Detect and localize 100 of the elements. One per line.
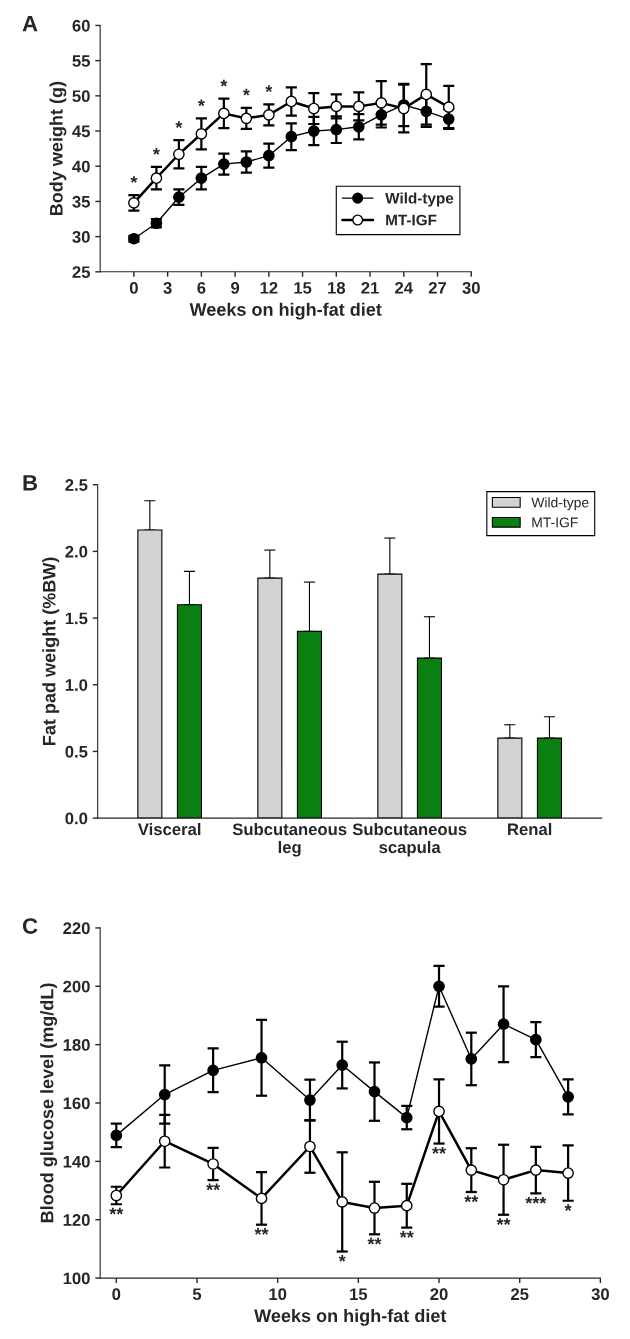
- x-tick-label: 20: [430, 1288, 448, 1301]
- y-tick-label: 50: [72, 90, 90, 103]
- point: [368, 1085, 381, 1098]
- point: [465, 1164, 478, 1176]
- point: [240, 112, 253, 125]
- text: A: [22, 15, 38, 32]
- x-tick-label: 9: [231, 281, 240, 294]
- x-tick-label: 12: [260, 281, 278, 294]
- point: [218, 107, 230, 120]
- point: [285, 95, 298, 108]
- y-tick-label: 0.0: [65, 812, 88, 825]
- point: [255, 1192, 268, 1205]
- point: [255, 1051, 268, 1064]
- annotation: **: [496, 1218, 511, 1225]
- point: [400, 1111, 413, 1124]
- x-tick-label: 21: [361, 281, 379, 294]
- y-tick-label: 180: [63, 1039, 90, 1051]
- y-tick-label: 35: [72, 195, 90, 208]
- point: [307, 125, 320, 137]
- point: [110, 1129, 123, 1142]
- x-tick-label: 0: [129, 281, 138, 294]
- x-tick-label: 6: [197, 281, 206, 294]
- y-axis-title: Body weight (g): [49, 81, 67, 216]
- y-tick-label: 45: [72, 125, 90, 138]
- point: [375, 97, 388, 109]
- point: [110, 1189, 123, 1202]
- point: [262, 149, 275, 162]
- legend-label: Wild-type: [531, 497, 589, 511]
- point: [307, 102, 320, 115]
- point: [240, 156, 253, 168]
- annotation: *: [338, 1254, 346, 1262]
- x-tick-label: 30: [591, 1288, 609, 1301]
- annotation: **: [432, 1147, 447, 1154]
- y-tick-label: 1.0: [65, 679, 88, 691]
- point: [195, 172, 208, 185]
- point: [530, 1033, 542, 1046]
- x-tick-label: Renal: [508, 822, 552, 836]
- annotation: *: [130, 176, 138, 183]
- point: [330, 123, 343, 136]
- y-tick-label: 0.5: [65, 745, 88, 758]
- y-tick-label: 55: [72, 55, 90, 67]
- legend-label: Wild-type: [385, 192, 454, 207]
- point: [530, 1164, 542, 1176]
- point: [195, 128, 208, 140]
- point: [562, 1091, 574, 1103]
- point: [397, 102, 410, 115]
- legend-label: MT-IGF: [386, 214, 437, 226]
- annotation: **: [206, 1183, 221, 1191]
- point: [218, 158, 230, 170]
- point: [497, 1173, 510, 1186]
- point: [420, 88, 433, 101]
- x-tick-label: 25: [511, 1288, 529, 1301]
- point: [368, 1202, 381, 1214]
- point: [562, 1167, 574, 1179]
- point: [207, 1158, 219, 1170]
- point: [497, 1018, 510, 1031]
- y-tick-label: 25: [72, 266, 90, 279]
- annotation: **: [254, 1228, 269, 1235]
- annotation: *: [242, 88, 250, 96]
- point: [336, 1196, 349, 1208]
- annotation: *: [220, 79, 228, 87]
- point: [352, 100, 365, 113]
- y-tick-label: 1.5: [65, 612, 88, 625]
- x-axis-title: Weeks on high-fat diet: [254, 1308, 447, 1326]
- point: [304, 1094, 316, 1106]
- x-tick-label: 15: [350, 1288, 368, 1301]
- annotation: *: [197, 99, 205, 107]
- x-tick-label: 3: [163, 281, 172, 294]
- annotation: *: [152, 147, 160, 155]
- y-tick-label: 60: [72, 19, 90, 32]
- y-tick-label: 140: [63, 1155, 90, 1168]
- x-axis-title: Weeks on high-fat diet: [189, 302, 382, 320]
- x-tick-label: 5: [192, 1288, 202, 1301]
- x-tick-label: Visceral: [137, 822, 201, 836]
- y-tick-label: 120: [63, 1214, 90, 1226]
- annotation: **: [464, 1195, 479, 1203]
- y-tick-label: 160: [63, 1097, 90, 1110]
- x-tick-label: 10: [269, 1288, 287, 1301]
- annotation: ***: [525, 1196, 547, 1204]
- point: [375, 108, 388, 121]
- point: [304, 1140, 316, 1153]
- annotation: *: [564, 1204, 572, 1211]
- point: [433, 1105, 445, 1118]
- y-tick-label: 2.0: [65, 545, 88, 558]
- text: B: [23, 475, 38, 491]
- y-tick-label: 40: [72, 160, 90, 173]
- legend-label: MT-IGF: [532, 517, 578, 528]
- annotation: **: [109, 1207, 124, 1215]
- point: [433, 980, 445, 993]
- annotation: *: [265, 85, 273, 93]
- annotation: **: [367, 1237, 382, 1245]
- x-tick-label: 0: [112, 1288, 121, 1301]
- point: [400, 1199, 413, 1212]
- point: [262, 108, 275, 121]
- annotation: *: [175, 121, 183, 128]
- point: [420, 105, 433, 118]
- point: [465, 1053, 478, 1065]
- point: [207, 1064, 219, 1077]
- x-tick-label: 15: [294, 282, 312, 294]
- x-tick-label: 30: [462, 281, 480, 294]
